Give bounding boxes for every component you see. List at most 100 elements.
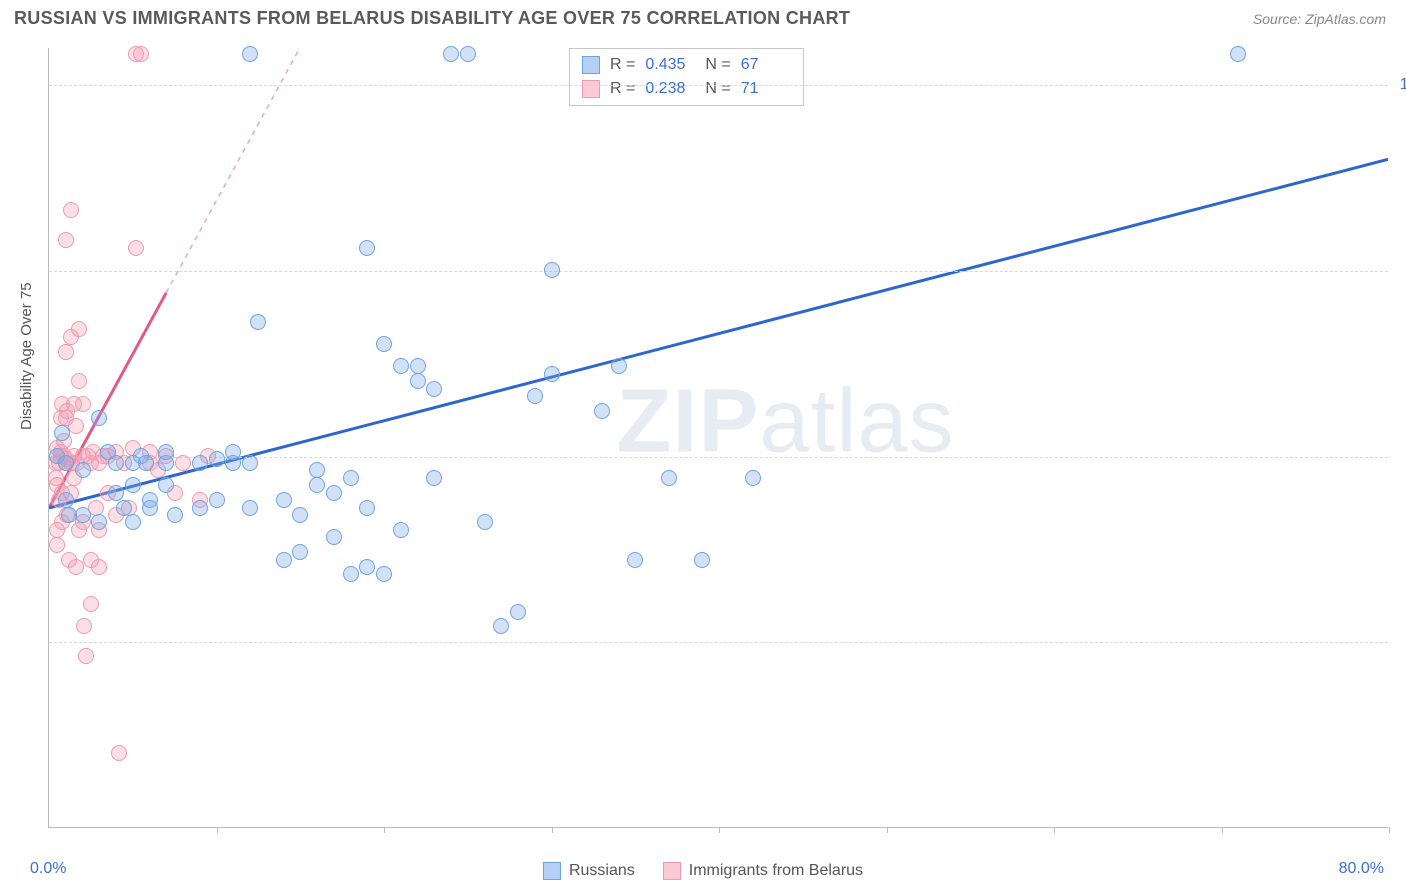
scatter-point (133, 46, 149, 62)
scatter-point (410, 373, 426, 389)
legend: Russians Immigrants from Belarus (543, 862, 863, 880)
y-tick-label: 75.0% (1394, 262, 1406, 280)
scatter-point (75, 396, 91, 412)
x-tick (384, 827, 385, 833)
scatter-point (75, 507, 91, 523)
gridline (49, 85, 1388, 86)
scatter-point (68, 559, 84, 575)
scatter-point (661, 470, 677, 486)
scatter-point (54, 425, 70, 441)
scatter-point (276, 492, 292, 508)
gridline (49, 271, 1388, 272)
scatter-point (343, 566, 359, 582)
x-tick-max: 80.0% (1339, 860, 1384, 878)
r-label: R = (610, 77, 635, 101)
scatter-point (142, 500, 158, 516)
stats-row: R = 0.238 N = 71 (582, 77, 791, 101)
scatter-point (167, 507, 183, 523)
stats-row: R = 0.435 N = 67 (582, 53, 791, 77)
scatter-point (209, 492, 225, 508)
scatter-point (611, 358, 627, 374)
scatter-point (544, 366, 560, 382)
scatter-point (1230, 46, 1246, 62)
scatter-point (250, 314, 266, 330)
scatter-point (359, 240, 375, 256)
legend-item: Immigrants from Belarus (663, 862, 863, 880)
chart-header: RUSSIAN VS IMMIGRANTS FROM BELARUS DISAB… (0, 0, 1406, 33)
scatter-point (91, 514, 107, 530)
scatter-point (276, 552, 292, 568)
scatter-point (158, 477, 174, 493)
scatter-point (175, 455, 191, 471)
scatter-point (83, 596, 99, 612)
scatter-point (242, 500, 258, 516)
swatch-icon (582, 56, 600, 74)
scatter-point (527, 388, 543, 404)
scatter-point (292, 544, 308, 560)
scatter-point (125, 514, 141, 530)
scatter-point (125, 477, 141, 493)
scatter-point (71, 373, 87, 389)
scatter-point (242, 455, 258, 471)
n-label: N = (705, 77, 730, 101)
scatter-point (108, 455, 124, 471)
scatter-point (359, 500, 375, 516)
swatch-icon (543, 862, 561, 880)
scatter-point (309, 477, 325, 493)
scatter-point (393, 522, 409, 538)
scatter-point (426, 381, 442, 397)
scatter-point (192, 455, 208, 471)
scatter-point (343, 470, 359, 486)
scatter-point (158, 444, 174, 460)
scatter-point (510, 604, 526, 620)
y-tick-label: 25.0% (1394, 633, 1406, 651)
legend-label: Immigrants from Belarus (689, 862, 863, 880)
n-value: 67 (741, 53, 791, 77)
scatter-point (138, 455, 154, 471)
x-tick (719, 827, 720, 833)
legend-label: Russians (569, 862, 635, 880)
stats-box: R = 0.435 N = 67 R = 0.238 N = 71 (569, 48, 804, 106)
x-tick-min: 0.0% (30, 860, 66, 878)
scatter-point (627, 552, 643, 568)
x-tick (1054, 827, 1055, 833)
scatter-point (49, 537, 65, 553)
scatter-point (58, 344, 74, 360)
legend-item: Russians (543, 862, 635, 880)
scatter-point (63, 202, 79, 218)
scatter-point (91, 410, 107, 426)
scatter-point (393, 358, 409, 374)
r-label: R = (610, 53, 635, 77)
scatter-point (225, 444, 241, 460)
scatter-point (326, 529, 342, 545)
x-tick (217, 827, 218, 833)
scatter-point (91, 559, 107, 575)
scatter-point (443, 46, 459, 62)
scatter-point (376, 336, 392, 352)
scatter-point (116, 500, 132, 516)
scatter-point (78, 648, 94, 664)
scatter-point (242, 46, 258, 62)
scatter-point (76, 618, 92, 634)
scatter-point (58, 492, 74, 508)
scatter-point (694, 552, 710, 568)
scatter-point (58, 232, 74, 248)
scatter-point (493, 618, 509, 634)
y-tick-label: 50.0% (1394, 448, 1406, 466)
scatter-point (745, 470, 761, 486)
scatter-point (477, 514, 493, 530)
scatter-point (426, 470, 442, 486)
y-axis-label: Disability Age Over 75 (18, 282, 35, 430)
n-label: N = (705, 53, 730, 77)
y-tick-label: 100.0% (1394, 76, 1406, 94)
x-tick (887, 827, 888, 833)
watermark: ZIPatlas (616, 370, 954, 473)
x-tick (1222, 827, 1223, 833)
scatter-point (58, 455, 74, 471)
x-tick (552, 827, 553, 833)
plot-area: ZIPatlas R = 0.435 N = 67 R = 0.238 N = … (48, 48, 1388, 828)
scatter-point (111, 745, 127, 761)
scatter-point (594, 403, 610, 419)
scatter-point (326, 485, 342, 501)
scatter-point (460, 46, 476, 62)
